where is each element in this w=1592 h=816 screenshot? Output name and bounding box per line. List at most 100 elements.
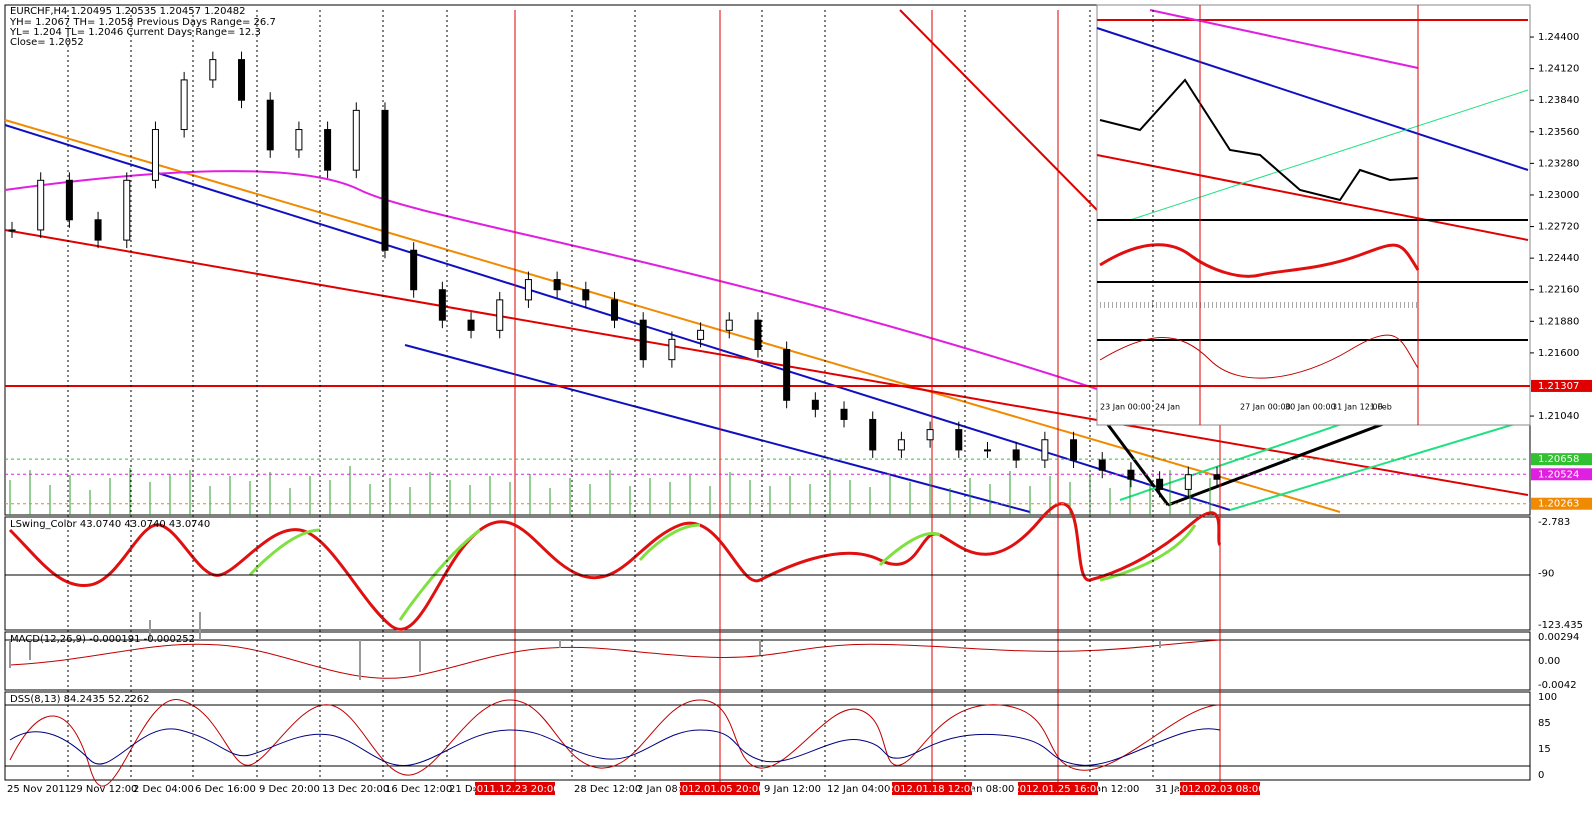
candle-body bbox=[324, 129, 332, 171]
candle-body bbox=[553, 279, 561, 291]
dss-plot bbox=[5, 699, 1530, 787]
candle-body bbox=[754, 319, 762, 351]
indicator-axis-label: 0 bbox=[1538, 770, 1544, 781]
dss-panel bbox=[4, 691, 1531, 781]
marker-tag bbox=[475, 782, 555, 795]
inset-time-label: 27 Jan 00:00 bbox=[1240, 403, 1291, 412]
candle-body bbox=[1156, 478, 1164, 490]
time-label: 2 Jan 08:00 bbox=[637, 784, 694, 795]
time-label: 12 Jan 04:00 bbox=[827, 784, 890, 795]
marker-tag bbox=[892, 782, 972, 795]
candle-body bbox=[295, 129, 303, 151]
level-tag bbox=[1531, 497, 1592, 510]
inset-time-label: 30 Jan 00:00 bbox=[1285, 403, 1336, 412]
y-tick-label: 1.21040 bbox=[1538, 411, 1579, 422]
vertical-markers bbox=[514, 10, 1221, 795]
candle-body bbox=[352, 109, 360, 171]
candle-body bbox=[725, 319, 733, 331]
candle-body bbox=[611, 299, 618, 321]
marker-tag bbox=[1018, 782, 1098, 795]
inset-time-label: 23 Jan 00:00 bbox=[1100, 403, 1151, 412]
candle-body bbox=[668, 338, 676, 361]
candle-body bbox=[467, 319, 475, 331]
indicator-axis-label: 85 bbox=[1538, 718, 1551, 729]
inset-time-label: 31 Jan 12:00 bbox=[1332, 403, 1383, 412]
level-tag bbox=[1531, 468, 1592, 481]
candle-body bbox=[381, 109, 389, 251]
indicator-axis-label: 0.00294 bbox=[1538, 632, 1579, 643]
candle-body bbox=[1070, 439, 1078, 461]
info-line: YH= 1.2067 TH= 1.2058 Previous Days Rang… bbox=[9, 17, 276, 28]
candle-body bbox=[37, 179, 45, 231]
marker-tag bbox=[1180, 782, 1260, 795]
indicator-title: MACD(12,26,9) -0.000191 -0.000252 bbox=[10, 634, 195, 645]
lswing-curve bbox=[8, 502, 1222, 631]
y-tick-label: 1.23000 bbox=[1538, 190, 1579, 201]
candle-body bbox=[639, 319, 647, 361]
marker-time: 2012.01.25 16:00 bbox=[1013, 784, 1102, 795]
time-label: 29 Nov 12:00 bbox=[70, 784, 137, 795]
y-tick-label: 1.21600 bbox=[1538, 348, 1579, 359]
candle-body bbox=[1127, 469, 1135, 480]
candle-body bbox=[496, 299, 504, 331]
candle-body bbox=[582, 289, 590, 301]
info-line: YL= 1.204 TL= 1.2046 Current Days Range=… bbox=[9, 27, 261, 38]
candle-body bbox=[410, 249, 418, 291]
candle-body bbox=[1012, 449, 1020, 461]
candle-body bbox=[869, 418, 877, 451]
candle-body bbox=[955, 429, 963, 451]
candle-body bbox=[697, 329, 705, 340]
indicator-title: LSwing_Color 43.0740 43.0740 43.0740 bbox=[10, 519, 210, 530]
level-label: 1.20658 bbox=[1538, 454, 1579, 465]
lswing-panel bbox=[4, 516, 1531, 631]
candle-body bbox=[1098, 459, 1106, 471]
time-label: 2 Dec 04:00 bbox=[133, 784, 194, 795]
indicator-axis-label: 0.00 bbox=[1538, 656, 1560, 667]
candle-body bbox=[94, 219, 102, 241]
marker-time: 2012.01.05 20:00 bbox=[675, 784, 764, 795]
y-tick-label: 1.24400 bbox=[1538, 32, 1579, 43]
y-tick-label: 1.22440 bbox=[1538, 253, 1579, 264]
candle-body bbox=[8, 229, 16, 232]
candle-body bbox=[151, 129, 159, 181]
marker-tag bbox=[680, 782, 760, 795]
indicator-axis-label: 100 bbox=[1538, 692, 1557, 703]
level-label: 1.21307 bbox=[1538, 381, 1579, 392]
y-tick-label: 1.22720 bbox=[1538, 222, 1579, 233]
candle-body bbox=[926, 429, 934, 441]
y-tick-label: 1.23280 bbox=[1538, 158, 1579, 169]
time-label: 9 Dec 20:00 bbox=[259, 784, 320, 795]
candle-body bbox=[65, 179, 73, 221]
time-label: Jan 12:00 bbox=[1091, 784, 1139, 795]
indicator-title: DSS(8,13) 84.2435 52.2262 bbox=[10, 694, 150, 705]
level-label: 1.20263 bbox=[1538, 499, 1579, 510]
indicator-axis-label: 15 bbox=[1538, 744, 1551, 755]
macd-plot bbox=[5, 612, 1530, 680]
candle-body bbox=[238, 59, 246, 101]
candle-body bbox=[897, 439, 905, 451]
candle-body bbox=[438, 289, 446, 321]
candle-body bbox=[1213, 474, 1221, 480]
y-tick-label: 1.24120 bbox=[1538, 64, 1579, 75]
indicator-axis-label: -0.0042 bbox=[1538, 680, 1577, 691]
level-tag bbox=[1531, 379, 1592, 392]
candle-body bbox=[180, 79, 188, 131]
y-tick-label: 1.23560 bbox=[1538, 127, 1579, 138]
level-tag bbox=[1531, 453, 1592, 466]
marker-time: 2012.01.18 12:00 bbox=[887, 784, 976, 795]
chart-header: EURCHF,H4 1.20495 1.20535 1.20457 1.2048… bbox=[10, 6, 246, 17]
inset-time-label: 24 Jan bbox=[1155, 403, 1180, 412]
candle-body bbox=[1184, 474, 1192, 490]
candle-body bbox=[209, 59, 217, 81]
candle-body bbox=[524, 279, 532, 301]
marker-time: 2012.02.03 08:00 bbox=[1175, 784, 1264, 795]
candle-body bbox=[123, 179, 131, 241]
candle-body bbox=[783, 349, 791, 401]
y-tick-label: 1.22160 bbox=[1538, 285, 1579, 296]
candle-body bbox=[983, 449, 991, 452]
marker-time: 2011.12.23 20:00 bbox=[470, 784, 559, 795]
time-label: 28 Dec 12:00 bbox=[574, 784, 641, 795]
y-tick-label: 1.23840 bbox=[1538, 95, 1579, 106]
